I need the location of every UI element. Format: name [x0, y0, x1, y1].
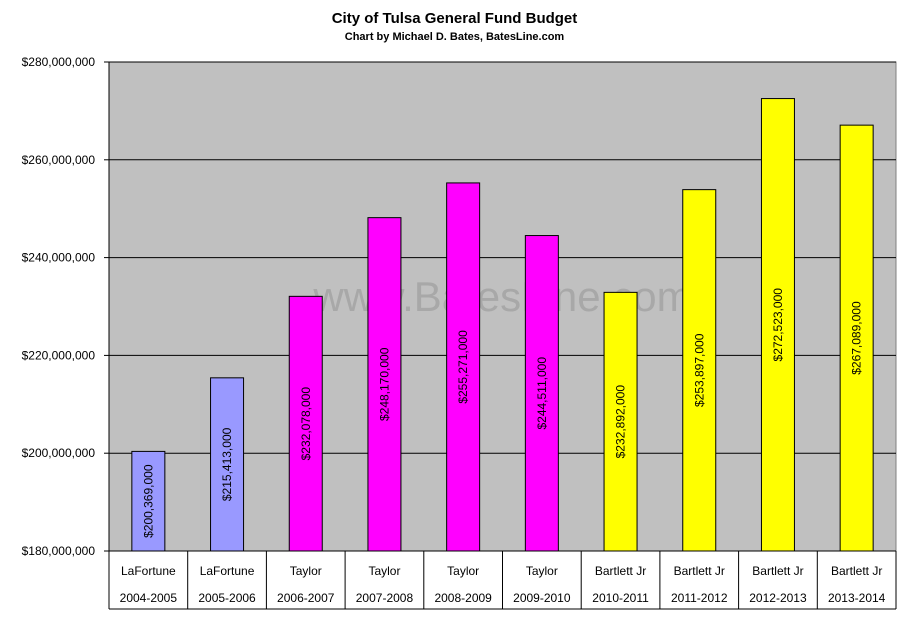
y-tick-label: $220,000,000: [22, 348, 96, 362]
y-tick-label: $240,000,000: [22, 251, 96, 265]
category-year-label: 2013-2014: [828, 591, 886, 605]
y-tick-label: $180,000,000: [22, 544, 96, 558]
category-mayor-label: Taylor: [526, 564, 558, 578]
bar-data-label: $232,078,000: [299, 387, 313, 461]
category-year-label: 2010-2011: [592, 591, 649, 605]
bar-data-label: $272,523,000: [771, 288, 785, 362]
bar-data-label: $244,511,000: [535, 357, 549, 430]
chart-subtitle: Chart by Michael D. Bates, BatesLine.com: [344, 31, 565, 43]
bar: [131, 450, 166, 552]
bar-data-label: $200,369,000: [141, 464, 155, 538]
category-mayor-label: LaFortune: [121, 564, 176, 578]
category-mayor-label: Taylor: [290, 564, 322, 578]
category-mayor-label: Bartlett Jr: [752, 564, 803, 578]
bar: [210, 377, 245, 552]
bar: [524, 235, 559, 552]
category-year-label: 2011-2012: [671, 591, 728, 605]
bar-data-label: $232,892,000: [614, 385, 628, 459]
category-year-label: 2009-2010: [513, 591, 571, 605]
y-tick-label: $280,000,000: [22, 55, 96, 69]
category-mayor-label: Bartlett Jr: [831, 564, 882, 578]
category-year-label: 2012-2013: [749, 591, 807, 605]
bar: [682, 189, 717, 552]
bar: [288, 295, 323, 552]
category-mayor-label: Bartlett Jr: [595, 564, 646, 578]
bar: [367, 217, 402, 552]
bar-data-label: $267,089,000: [850, 301, 864, 375]
bar-data-label: $253,897,000: [692, 333, 706, 407]
y-tick-label: $260,000,000: [22, 153, 96, 167]
bar-data-label: $215,413,000: [220, 427, 234, 501]
category-mayor-label: LaFortune: [200, 564, 255, 578]
category-year-label: 2004-2005: [120, 591, 178, 605]
y-tick-label: $200,000,000: [22, 446, 96, 460]
category-year-label: 2005-2006: [198, 591, 256, 605]
category-mayor-label: Taylor: [368, 564, 400, 578]
bar: [839, 124, 874, 552]
bar-data-label: $255,271,000: [456, 330, 470, 404]
category-mayor-label: Taylor: [447, 564, 479, 578]
category-year-label: 2007-2008: [356, 591, 414, 605]
bar: [446, 182, 481, 552]
chart-title: City of Tulsa General Fund Budget: [331, 10, 578, 27]
bar-data-label: $248,170,000: [377, 347, 391, 421]
bar: [760, 98, 795, 552]
category-year-label: 2008-2009: [434, 591, 492, 605]
category-mayor-label: Bartlett Jr: [674, 564, 725, 578]
category-year-label: 2006-2007: [277, 591, 335, 605]
